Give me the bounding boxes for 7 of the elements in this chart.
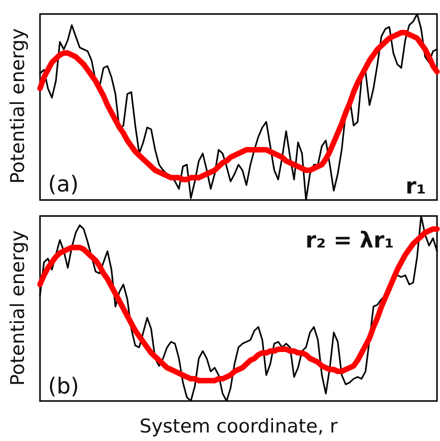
x-axis-title: System coordinate, r bbox=[139, 416, 338, 438]
y-axis-title: Potential energy bbox=[7, 28, 29, 184]
annotation: r₁ bbox=[406, 174, 426, 200]
annotation: r₂ = λr₁ bbox=[305, 228, 394, 254]
annotation: (a) bbox=[48, 172, 79, 198]
annotation: (b) bbox=[48, 374, 80, 400]
y-axis-title: Potential energy bbox=[7, 230, 29, 386]
